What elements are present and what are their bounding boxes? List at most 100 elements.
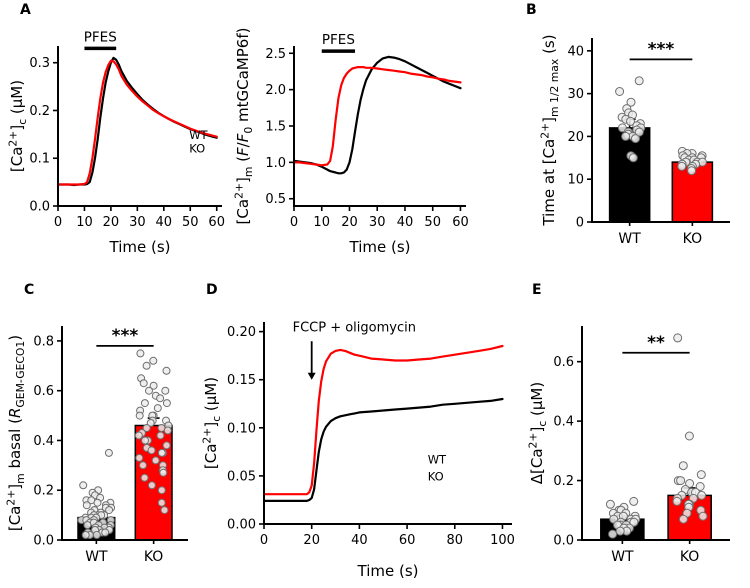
y-axis-label: [Ca2+]c (μM) xyxy=(202,377,223,469)
axes: 0 10 20 30 40 WT KO Time at [Ca2+]m 1/2 max (s) xyxy=(540,34,730,247)
svg-C-basal-mito: *** 0.0 0.2 0.4 0.6 0.8 WT KO [Ca2+]m basal (RGE… xyxy=(6,326,188,565)
scatter-points-ko xyxy=(677,146,707,176)
panel-label-e: E xyxy=(532,282,542,298)
scatter-points-ko xyxy=(672,333,708,524)
y-axis-label: [Ca2+]m (F/F0 mtGCaMP6f) xyxy=(234,28,255,225)
svg-text:0: 0 xyxy=(576,216,584,231)
category-label-ko: KO xyxy=(144,549,163,565)
trace-wt xyxy=(56,56,218,187)
svg-text:0.05: 0.05 xyxy=(227,469,256,484)
svg-text:40: 40 xyxy=(156,215,173,230)
svg-text:0.2: 0.2 xyxy=(33,484,54,499)
svg-text:20: 20 xyxy=(303,533,320,548)
svg-text:0.15: 0.15 xyxy=(227,373,256,388)
svg-D-fccp-response: FCCP + oligomycin WT KO 0 20 40 60 80 100 0.00 0.0… xyxy=(202,321,515,580)
svg-A-mitochondrial: PFES 0 10 20 30 40 50 60 0.5 1.0 1.5 2.0 2.5 Time (s)… xyxy=(234,28,469,256)
category-label-wt: WT xyxy=(618,231,641,247)
svg-text:10: 10 xyxy=(76,215,93,230)
x-axis-label: Time (s) xyxy=(357,562,419,580)
category-label-wt: WT xyxy=(85,549,108,565)
category-label-ko: KO xyxy=(680,549,699,565)
scatter-points-wt xyxy=(615,76,646,163)
legend-item-ko: KO xyxy=(428,470,444,484)
trace-wt xyxy=(292,55,462,175)
chart-mito-calcium-pfes: PFES 0 10 20 30 40 50 60 0.5 1.0 1.5 2.0 2.5 Time (s)… xyxy=(234,16,474,258)
chart-half-max-time-bar: *** 0 10 20 30 40 WT KO Time at [Ca2+]m 1/2 max … xyxy=(540,12,742,262)
significance-stars: *** xyxy=(112,326,139,346)
svg-text:20: 20 xyxy=(567,130,584,145)
category-label-wt: WT xyxy=(611,549,634,565)
svg-E-delta-cytosolic: ** 0.0 0.2 0.4 0.6 WT KO Δ[Ca2+]c (μM) xyxy=(528,326,730,565)
svg-text:30: 30 xyxy=(129,215,146,230)
svg-text:0.0: 0.0 xyxy=(553,534,574,549)
stimulus-label: PFES xyxy=(322,32,355,48)
svg-text:50: 50 xyxy=(424,215,441,230)
svg-text:30: 30 xyxy=(369,215,386,230)
svg-text:0.4: 0.4 xyxy=(33,434,54,449)
treatment-annotation: FCCP + oligomycin xyxy=(293,321,416,336)
bar-wt xyxy=(608,127,651,223)
chart-delta-cytosolic-calcium-bar: ** 0.0 0.2 0.4 0.6 WT KO Δ[Ca2+]c (μM) xyxy=(528,298,742,582)
svg-text:0.10: 0.10 xyxy=(227,421,256,436)
svg-text:60: 60 xyxy=(399,533,416,548)
legend-item-ko: KO xyxy=(189,141,205,155)
svg-text:0.8: 0.8 xyxy=(33,334,54,349)
svg-text:0.0: 0.0 xyxy=(33,534,54,549)
panel-label-c: C xyxy=(24,282,35,298)
category-label-ko: KO xyxy=(683,231,702,247)
svg-text:30: 30 xyxy=(567,87,584,102)
trace-wt xyxy=(262,397,504,502)
svg-text:60: 60 xyxy=(208,215,225,230)
svg-text:0.4: 0.4 xyxy=(553,415,574,430)
axes: 0 10 20 30 40 50 60 0.5 1.0 1.5 2.0 2.5 Time (s) [Ca2… xyxy=(234,28,469,256)
chart-fccp-oligomycin-response: FCCP + oligomycin WT KO 0 20 40 60 80 100 0.00 0.0… xyxy=(202,298,524,582)
axes: 0.0 0.2 0.4 0.6 0.8 WT KO [Ca2+]m basal (RGEM-G… xyxy=(6,326,188,565)
chart-cytosolic-calcium-pfes: PFES WT KO 0 10 20 30 40 50 60 0.0 0.1 0.2 0.3 Time (s… xyxy=(8,16,230,258)
svg-text:60: 60 xyxy=(452,215,469,230)
y-axis-label: [Ca2+]c (μM) xyxy=(8,80,29,172)
svg-text:0.20: 0.20 xyxy=(227,325,256,340)
svg-text:100: 100 xyxy=(490,533,515,548)
svg-text:40: 40 xyxy=(397,215,414,230)
scatter-points-ko xyxy=(134,349,173,515)
trace-ko xyxy=(262,344,504,496)
legend-item-wt: WT xyxy=(189,128,208,142)
axes: 0 20 40 60 80 100 0.00 0.05 0.10 0.15 0.20 Time (s)… xyxy=(202,322,515,580)
chart-basal-mito-calcium-bar: *** 0.0 0.2 0.4 0.6 0.8 WT KO [Ca2+]m basal (RGE… xyxy=(6,298,198,582)
y-axis-label: Δ[Ca2+]c (μM) xyxy=(528,382,549,484)
svg-text:80: 80 xyxy=(447,533,464,548)
significance-stars: ** xyxy=(647,333,665,353)
svg-text:20: 20 xyxy=(103,215,120,230)
svg-text:0.5: 0.5 xyxy=(265,192,286,207)
y-axis-label: [Ca2+]m basal (RGEM-GECO1) xyxy=(6,335,27,531)
legend-item-wt: WT xyxy=(428,452,447,466)
x-axis-label: Time (s) xyxy=(349,238,411,256)
panel-label-a: A xyxy=(20,2,31,18)
svg-text:20: 20 xyxy=(341,215,358,230)
axes: 0.0 0.2 0.4 0.6 WT KO Δ[Ca2+]c (μM) xyxy=(528,326,730,565)
trace-ko xyxy=(292,65,462,167)
svg-text:1.5: 1.5 xyxy=(265,120,286,135)
svg-text:1.0: 1.0 xyxy=(265,156,286,171)
svg-text:10: 10 xyxy=(313,215,330,230)
panel-label-d: D xyxy=(206,282,218,298)
significance-stars: *** xyxy=(648,39,675,59)
svg-text:0.1: 0.1 xyxy=(29,152,50,167)
stimulus-label: PFES xyxy=(84,29,117,45)
scatter-points-wt xyxy=(77,448,116,539)
trace-ko xyxy=(56,59,218,186)
svg-text:2.5: 2.5 xyxy=(265,47,286,62)
svg-text:0.00: 0.00 xyxy=(227,518,256,533)
scatter-points-wt xyxy=(605,496,641,539)
svg-text:2.0: 2.0 xyxy=(265,83,286,98)
svg-text:40: 40 xyxy=(567,44,584,59)
y-axis-label: Time at [Ca2+]m 1/2 max (s) xyxy=(540,34,561,226)
svg-text:0: 0 xyxy=(290,215,298,230)
svg-text:50: 50 xyxy=(182,215,199,230)
svg-text:0: 0 xyxy=(54,215,62,230)
svg-text:0.2: 0.2 xyxy=(29,104,50,119)
annotation-arrow-head xyxy=(307,372,316,380)
svg-text:0.0: 0.0 xyxy=(29,200,50,215)
